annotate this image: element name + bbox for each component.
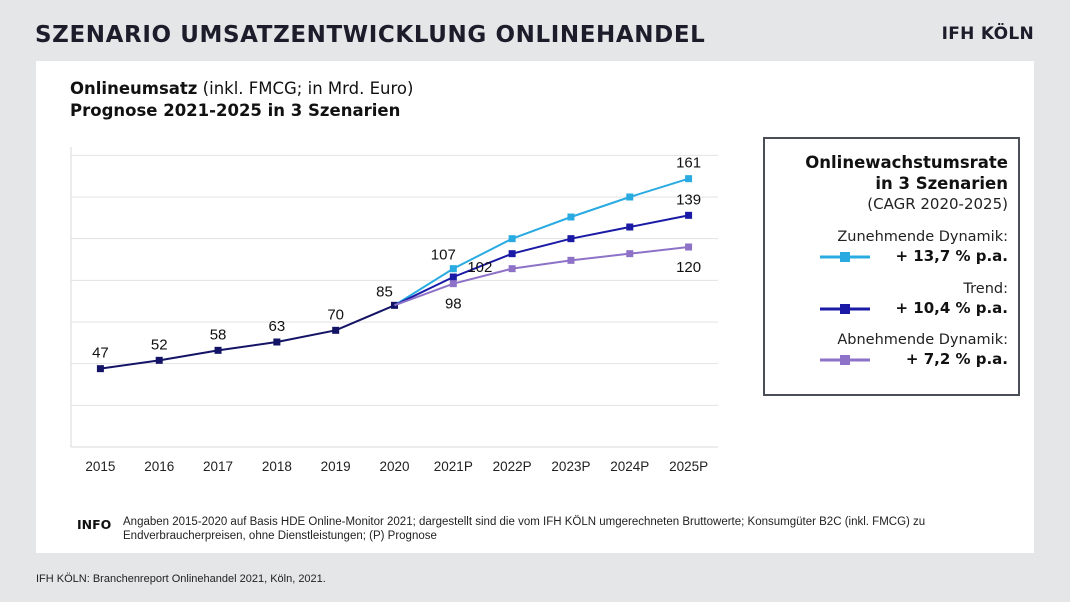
legend-label-abnehmend: Abnehmende Dynamik: [837,332,1008,348]
data-point [449,280,457,288]
data-point [508,235,516,243]
data-label: 70 [327,306,344,323]
legend-heading-line1: Onlinewachstumsrate [805,153,1008,172]
x-tick-label: 2022P [493,459,532,474]
data-point [626,193,634,201]
data-point [155,356,163,364]
legend-value-zunehmend: + 13,7 % p.a. [895,247,1008,265]
data-point [685,211,693,219]
chart-title: Onlineumsatz (inkl. FMCG; in Mrd. Euro) … [70,78,413,122]
legend-value-abnehmend: + 7,2 % p.a. [905,350,1008,368]
data-point [449,265,457,273]
info-label: INFO [77,517,112,532]
legend-value-trend: + 10,4 % p.a. [895,299,1008,317]
chart-subtitle: Prognose 2021-2025 in 3 Szenarien [70,101,401,120]
data-point [449,273,457,281]
data-label: 85 [376,283,393,300]
growth-rate-legend: Onlinewachstumsrate in 3 Szenarien (CAGR… [763,137,1020,396]
x-tick-label: 2024P [610,459,649,474]
x-tick-label: 2020 [379,459,409,474]
legend-heading: Onlinewachstumsrate in 3 Szenarien [805,152,1008,194]
x-tick-label: 2016 [144,459,174,474]
data-label: 139 [676,191,701,208]
data-point [685,175,693,183]
data-point [685,243,693,251]
legend-swatch-zunehmend [820,252,870,262]
x-tick-label: 2021P [434,459,473,474]
legend-swatch-abnehmend [820,355,870,365]
data-point [214,346,222,354]
data-point [508,250,516,258]
data-point [567,213,575,221]
chart-card: Onlineumsatz (inkl. FMCG; in Mrd. Euro) … [36,61,1034,553]
data-label: 47 [92,345,109,362]
data-point [626,250,634,258]
x-tick-label: 2025P [669,459,708,474]
x-tick-label: 2019 [321,459,351,474]
series-line [393,177,689,307]
data-label: 52 [151,336,168,353]
ifh-koeln-logo: IFH KÖLN [941,24,1034,44]
line-chart: 2015 2016 2017 2018 2019 2020 2021P 2022P 2023P 2… [70,147,718,474]
data-label: 63 [269,318,286,335]
legend-subheading: (CAGR 2020-2025) [867,195,1008,213]
data-point [567,235,575,243]
legend-swatch-trend [820,304,870,314]
x-tick-label: 2015 [85,459,115,474]
data-point [96,365,104,373]
data-point [273,338,281,346]
legend-label-trend: Trend: [963,281,1008,297]
data-label: 98 [445,296,462,313]
chart-title-main: Onlineumsatz [70,79,198,98]
page-title: SZENARIO UMSATZENTWICKLUNG ONLINEHANDEL [35,22,706,48]
data-label: 120 [676,259,701,276]
x-tick-label: 2017 [203,459,233,474]
info-text: Angaben 2015-2020 auf Basis HDE Online-M… [123,516,926,542]
legend-label-zunehmend: Zunehmende Dynamik: [837,229,1008,245]
series-line [100,304,395,370]
data-point [567,256,575,264]
data-point [626,223,634,231]
series-line [394,246,689,307]
data-label: 107 [431,247,456,264]
series-line [394,214,689,307]
data-label: 58 [210,326,227,343]
data-label: 102 [467,259,492,276]
data-point [332,326,340,334]
data-label: 161 [676,155,701,172]
x-tick-label: 2023P [551,459,590,474]
chart-title-unit: (inkl. FMCG; in Mrd. Euro) [197,79,414,98]
x-tick-label: 2018 [262,459,292,474]
source-note: IFH KÖLN: Branchenreport Onlinehandel 20… [36,573,326,585]
data-point [508,265,516,273]
legend-heading-line2: in 3 Szenarien [875,174,1008,193]
